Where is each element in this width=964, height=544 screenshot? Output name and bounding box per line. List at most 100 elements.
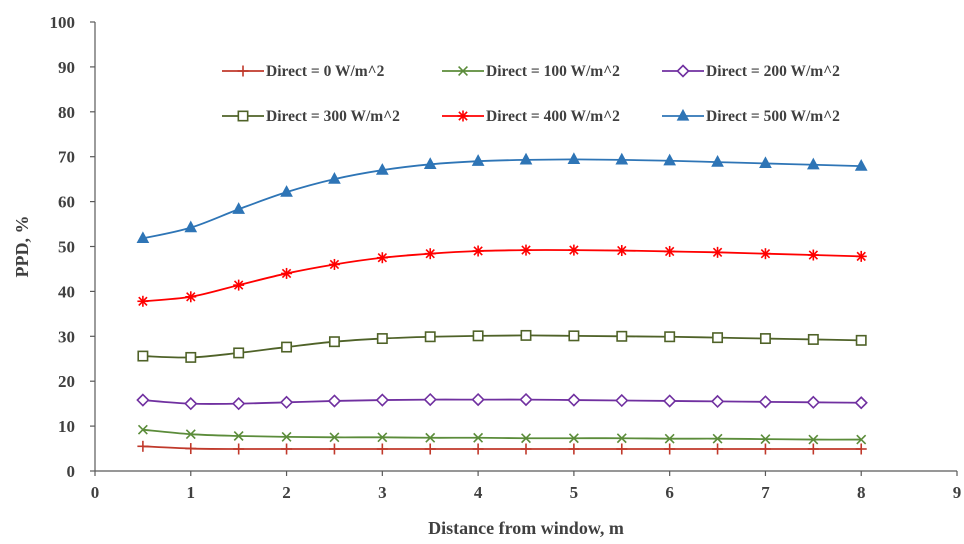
data-point [616, 330, 628, 342]
legend-item: Direct = 100 W/m^2 [442, 63, 620, 80]
legend-marker [457, 110, 469, 122]
data-point [136, 393, 150, 407]
y-tick-label: 100 [50, 13, 76, 32]
data-point [807, 333, 819, 345]
data-point [423, 157, 437, 169]
data-point [712, 443, 724, 455]
data-point [759, 248, 771, 260]
x-tick-label: 6 [665, 483, 674, 502]
data-point [233, 347, 245, 359]
data-point [233, 431, 244, 441]
legend-label: Direct = 400 W/m^2 [486, 108, 620, 125]
data-point [425, 432, 436, 443]
legend-item: Direct = 400 W/m^2 [442, 108, 620, 125]
data-point [328, 258, 340, 270]
legend-label: Direct = 0 W/m^2 [266, 63, 385, 80]
data-point [854, 396, 868, 410]
data-point [712, 246, 724, 258]
x-tick-label: 8 [857, 483, 866, 502]
legend-marker [237, 110, 249, 122]
data-point [281, 431, 292, 442]
data-point [806, 157, 820, 170]
series-5 [136, 152, 868, 244]
y-tick-label: 90 [58, 58, 75, 77]
legend-item: Direct = 0 W/m^2 [222, 63, 385, 80]
data-point [184, 397, 198, 411]
data-point [185, 351, 197, 363]
legend-label: Direct = 500 W/m^2 [706, 108, 840, 125]
legend-marker [676, 64, 690, 78]
y-tick-label: 80 [58, 103, 75, 122]
data-point [185, 443, 197, 455]
data-point [328, 336, 340, 348]
data-point [424, 248, 436, 260]
data-point [854, 159, 868, 171]
data-point [327, 394, 342, 408]
data-point [568, 330, 580, 342]
data-point [664, 331, 676, 343]
series-4 [137, 244, 867, 307]
data-point [758, 395, 773, 409]
x-tick-label: 9 [953, 483, 962, 502]
data-point [185, 291, 197, 303]
data-point [710, 394, 725, 409]
series-line [142, 398, 862, 405]
data-point [376, 333, 388, 345]
legend-marker [237, 65, 249, 77]
data-point [232, 397, 246, 411]
data-point [424, 331, 436, 343]
data-point [568, 244, 580, 256]
legend-item: Direct = 200 W/m^2 [662, 63, 840, 80]
series-line [142, 428, 862, 441]
data-point [472, 330, 484, 342]
data-point [568, 443, 580, 455]
data-point [855, 443, 867, 455]
data-point [616, 245, 628, 257]
legend-marker [676, 108, 690, 121]
data-point [855, 334, 867, 346]
data-point [855, 250, 867, 262]
series-line [142, 249, 862, 303]
x-tick-label: 4 [474, 483, 483, 502]
series-line [142, 158, 862, 240]
x-tick-label: 7 [761, 483, 770, 502]
data-point [233, 279, 245, 291]
data-point [664, 433, 675, 444]
data-point [567, 393, 581, 407]
legend: Direct = 0 W/m^2 Direct = 100 W/m^2 Direct… [222, 63, 840, 125]
data-point [137, 440, 149, 452]
y-tick-label: 40 [58, 282, 75, 301]
data-point [806, 395, 820, 409]
data-point [280, 185, 293, 197]
legend-item: Direct = 300 W/m^2 [222, 108, 400, 125]
y-tick-label: 50 [58, 238, 75, 257]
data-point [137, 295, 149, 307]
legend-label: Direct = 200 W/m^2 [706, 63, 840, 80]
x-tick-label: 1 [187, 483, 196, 502]
data-point [375, 163, 389, 175]
data-point [423, 392, 437, 407]
y-tick-label: 60 [58, 193, 75, 212]
data-point [328, 172, 341, 184]
data-point [377, 432, 388, 443]
data-point [711, 154, 724, 167]
y-tick-label: 30 [58, 327, 75, 346]
data-point [520, 244, 532, 256]
data-point [616, 433, 627, 444]
series-line [142, 334, 862, 359]
data-point [185, 429, 196, 440]
series-group [136, 152, 868, 455]
data-point [328, 443, 340, 455]
data-point [759, 156, 772, 169]
legend-label: Direct = 100 W/m^2 [486, 63, 620, 80]
data-point [471, 154, 485, 166]
data-point [615, 393, 629, 408]
x-tick-label: 3 [378, 483, 387, 502]
y-axis-title: PPD, % [12, 216, 32, 278]
data-point [520, 329, 532, 341]
series-1 [137, 424, 867, 445]
data-point [136, 231, 150, 244]
